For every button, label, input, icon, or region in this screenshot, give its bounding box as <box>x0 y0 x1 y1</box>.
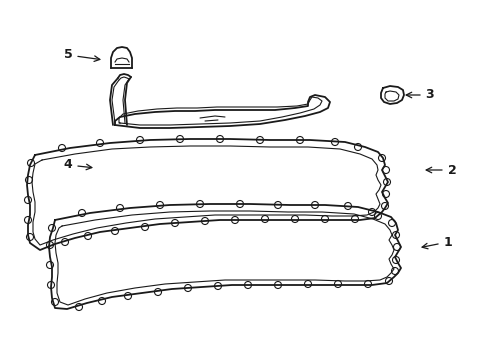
Text: 3: 3 <box>406 89 433 102</box>
Text: 4: 4 <box>63 158 92 171</box>
Text: 5: 5 <box>63 49 100 62</box>
Text: 1: 1 <box>421 235 451 249</box>
Text: 2: 2 <box>426 163 455 176</box>
